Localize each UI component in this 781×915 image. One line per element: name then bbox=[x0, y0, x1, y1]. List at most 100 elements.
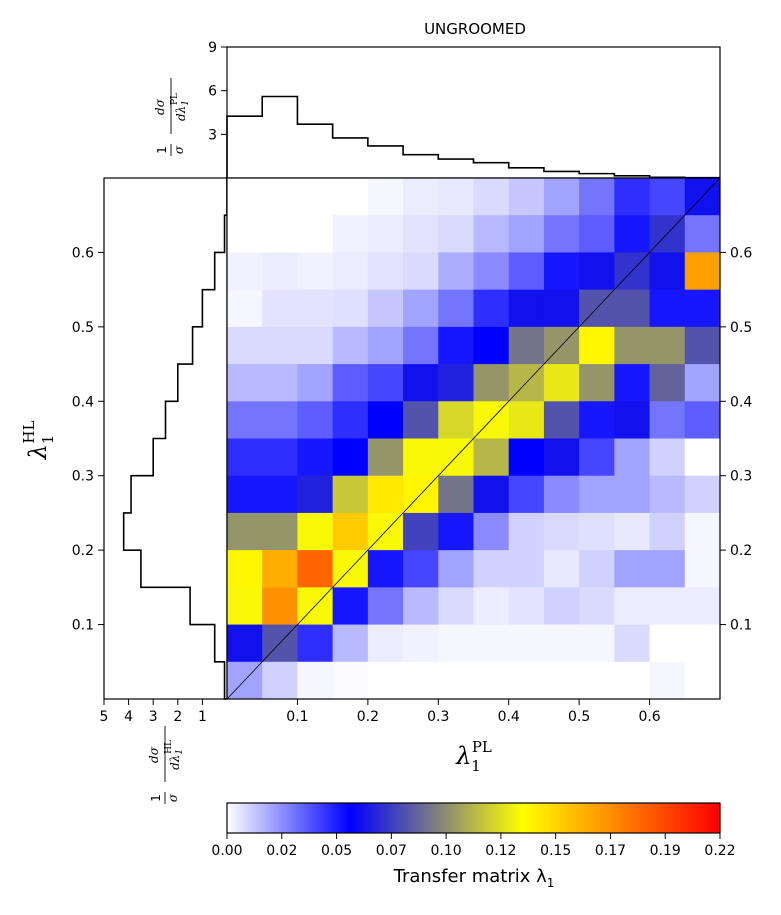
heatmap-cell bbox=[508, 475, 545, 514]
left-histogram-tick-label: 2 bbox=[173, 709, 182, 725]
y-tick-label-left: 0.3 bbox=[72, 469, 94, 485]
heatmap-cell bbox=[649, 364, 686, 402]
heatmap-cell bbox=[297, 401, 334, 439]
y-tick-label-left: 0.6 bbox=[72, 245, 94, 261]
heatmap-cell bbox=[403, 550, 439, 588]
heatmap-cell bbox=[438, 364, 474, 402]
heatmap-cell bbox=[508, 587, 545, 626]
heatmap-cell bbox=[262, 475, 298, 514]
heatmap-cell bbox=[614, 512, 651, 551]
heatmap-cell bbox=[649, 401, 686, 439]
heatmap-frame bbox=[226, 177, 721, 700]
heatmap-cell bbox=[438, 215, 474, 253]
left-histogram-tick-label: 1 bbox=[198, 709, 207, 725]
heatmap-cell bbox=[367, 289, 404, 328]
colorbar-tick-label: 0.10 bbox=[431, 843, 462, 859]
heatmap-cell bbox=[543, 252, 580, 291]
heatmap-cell bbox=[367, 587, 404, 626]
heatmap-cell bbox=[473, 587, 510, 626]
heatmap-cells bbox=[227, 178, 721, 700]
heatmap-cell bbox=[543, 512, 580, 551]
x-tick-label: 0.4 bbox=[498, 709, 520, 725]
heatmap-cell bbox=[614, 550, 651, 588]
colorbar-ticks: 0.00 0.02 0.05 0.07 0.10 0.12 0.15 0.17 0.19 0.22 bbox=[211, 833, 736, 859]
heatmap-cell bbox=[579, 401, 615, 439]
x-tick-label: 0.1 bbox=[286, 709, 308, 725]
colorbar-gradient bbox=[226, 802, 721, 834]
heatmap-cell bbox=[438, 661, 474, 700]
heatmap-cell bbox=[332, 289, 369, 328]
top-histogram-tick-label: 3 bbox=[208, 127, 217, 143]
heatmap-cell bbox=[262, 326, 298, 365]
heatmap-cell bbox=[403, 289, 439, 328]
top-histogram-tick-label: 6 bbox=[208, 84, 217, 100]
heatmap-cell bbox=[227, 326, 263, 365]
heatmap-cell bbox=[403, 364, 439, 402]
top-axis-label-sigma: σ bbox=[172, 145, 186, 154]
heatmap-cell bbox=[297, 475, 334, 514]
y-tick-label-right: 0.3 bbox=[730, 469, 752, 485]
y-tick-label-right: 0.2 bbox=[730, 543, 752, 559]
heatmap-cell bbox=[649, 512, 686, 551]
heatmap-cell bbox=[332, 401, 369, 439]
heatmap-cell bbox=[297, 624, 334, 663]
heatmap-cell bbox=[543, 289, 580, 328]
colorbar-tick-label: 0.22 bbox=[704, 843, 735, 859]
heatmap-cell bbox=[579, 364, 615, 402]
heatmap-cell bbox=[332, 252, 369, 291]
heatmap-cell bbox=[473, 661, 510, 700]
heatmap-cell bbox=[403, 215, 439, 253]
heatmap-cell bbox=[543, 587, 580, 626]
heatmap-cell bbox=[227, 401, 263, 439]
heatmap-cell bbox=[367, 215, 404, 253]
heatmap-cell bbox=[262, 438, 298, 477]
heatmap-cell bbox=[579, 178, 615, 216]
heatmap-cell bbox=[438, 624, 474, 663]
heatmap-cell bbox=[649, 550, 686, 588]
heatmap-cell bbox=[508, 438, 545, 477]
x-axis-label-sub: 1 bbox=[471, 757, 481, 775]
colorbar-tick-label: 0.05 bbox=[321, 843, 352, 859]
heatmap-cell bbox=[438, 550, 474, 588]
heatmap-cell bbox=[579, 512, 615, 551]
heatmap-cell bbox=[543, 438, 580, 477]
heatmap-cell bbox=[367, 326, 404, 365]
heatmap-ticks: 0.1 0.2 0.3 0.4 0.5 0.6 0.1 0.1 0.2 0.2 0.3 0.3 0.4 0… bbox=[72, 245, 753, 725]
y-axis-label: λ1HL bbox=[20, 421, 57, 461]
heatmap-cell bbox=[403, 326, 439, 365]
heatmap-cell bbox=[508, 178, 545, 216]
heatmap-cell bbox=[508, 512, 545, 551]
heatmap-cell bbox=[684, 401, 721, 439]
heatmap-cell bbox=[614, 215, 651, 253]
heatmap-cell bbox=[508, 289, 545, 328]
heatmap-cell bbox=[684, 438, 721, 477]
heatmap-cell bbox=[262, 401, 298, 439]
heatmap-cell bbox=[262, 512, 298, 551]
heatmap-cell bbox=[614, 289, 651, 328]
heatmap-cell bbox=[543, 215, 580, 253]
left-histogram-tick-label: 4 bbox=[124, 709, 133, 725]
heatmap-cell bbox=[332, 326, 369, 365]
heatmap-cell bbox=[649, 289, 686, 328]
heatmap-cell bbox=[367, 550, 404, 588]
heatmap-cell bbox=[227, 438, 263, 477]
heatmap-cell bbox=[403, 512, 439, 551]
heatmap-cell bbox=[473, 252, 510, 291]
heatmap-cell bbox=[649, 438, 686, 477]
x-tick-label: 0.6 bbox=[638, 709, 660, 725]
top-axis-label-dlambda: dλ1PL bbox=[170, 93, 191, 121]
y-axis-label-sub: 1 bbox=[39, 435, 57, 445]
heatmap-cell bbox=[649, 252, 686, 291]
heatmap-cell bbox=[579, 550, 615, 588]
heatmap-cell bbox=[297, 178, 334, 216]
colorbar-tick-label: 0.15 bbox=[540, 843, 571, 859]
colorbar-label-sub: 1 bbox=[547, 876, 555, 890]
heatmap-cell bbox=[227, 587, 263, 626]
y-tick-label-right: 0.6 bbox=[730, 245, 752, 261]
heatmap-cell bbox=[684, 550, 721, 588]
heatmap-cell bbox=[684, 364, 721, 402]
heatmap-cell bbox=[403, 252, 439, 291]
heatmap-cell bbox=[367, 475, 404, 514]
heatmap-cell bbox=[403, 661, 439, 700]
